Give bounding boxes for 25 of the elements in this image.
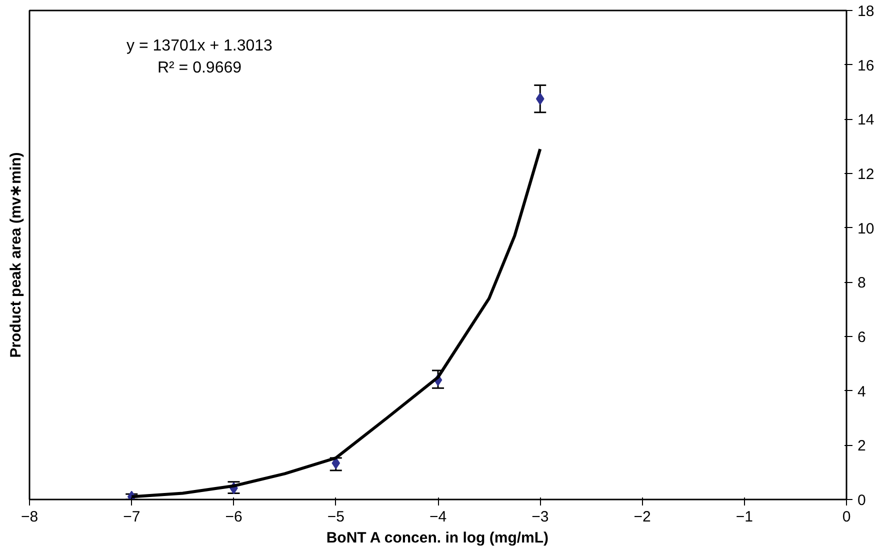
x-axis-title: BoNT A concen. in log (mg/mL): [326, 530, 549, 546]
y-tick-label: 18: [858, 3, 874, 20]
x-tick-label: −4: [429, 508, 447, 526]
x-tick-label: −2: [634, 508, 651, 526]
x-tick-label: −7: [123, 508, 140, 526]
y-axis-title: Product peak area (mv∗min): [8, 152, 24, 358]
x-tick-label: −6: [225, 508, 242, 526]
x-tick-label: −8: [20, 508, 38, 526]
y-tick-label: 2: [858, 438, 866, 455]
x-tick-label: −1: [736, 508, 753, 526]
x-tick-label: −5: [327, 508, 344, 526]
annotation: y = 13701x + 1.3013: [126, 38, 273, 54]
x-tick-label: −3: [532, 508, 549, 526]
annotation: R² = 0.9669: [157, 60, 242, 76]
y-tick-label: 12: [858, 166, 874, 183]
y-tick-label: 6: [858, 329, 866, 346]
y-tick-label: 4: [858, 383, 866, 400]
point: [536, 92, 544, 105]
point: [332, 457, 340, 470]
y-tick-label: 16: [858, 57, 874, 74]
y-tick-label: 14: [858, 112, 874, 129]
y-tick-label: 10: [858, 220, 874, 238]
x-tick-label: 0: [842, 508, 851, 526]
y-tick-label: 8: [858, 274, 866, 292]
y-tick-label: 0: [858, 492, 866, 509]
